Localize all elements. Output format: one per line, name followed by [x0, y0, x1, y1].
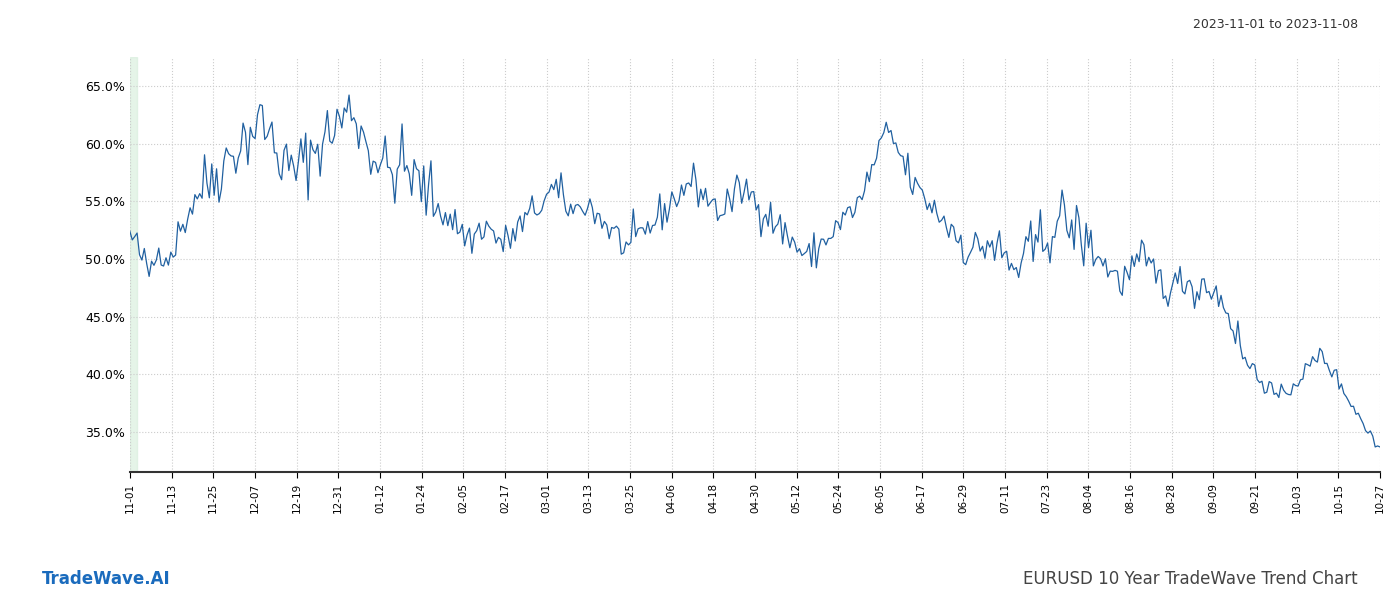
Text: 2023-11-01 to 2023-11-08: 2023-11-01 to 2023-11-08 [1193, 18, 1358, 31]
Text: EURUSD 10 Year TradeWave Trend Chart: EURUSD 10 Year TradeWave Trend Chart [1023, 570, 1358, 588]
Bar [130, 57, 137, 472]
Text: TradeWave.AI: TradeWave.AI [42, 570, 171, 588]
